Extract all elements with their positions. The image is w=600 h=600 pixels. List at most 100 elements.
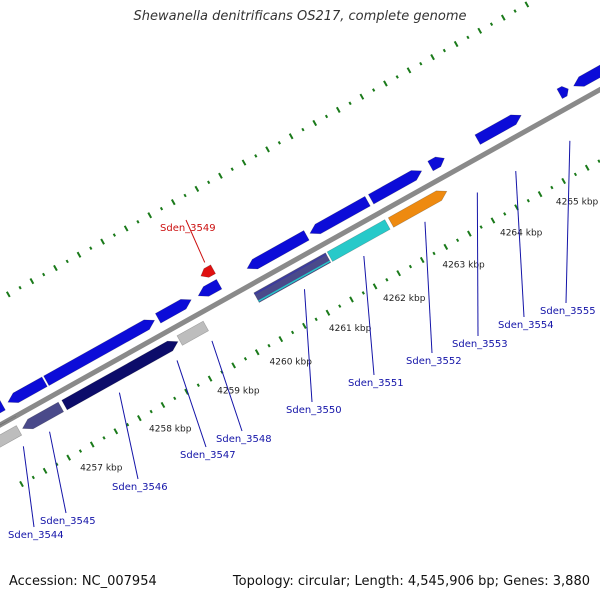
gene-arrow[interactable] [22, 401, 65, 430]
gene-label-sden-3553[interactable]: Sden_3553 [452, 339, 508, 350]
inner-tick-mark [443, 243, 449, 250]
accession-text: Accession: NC_007954 [9, 574, 157, 589]
leader-line [476, 192, 479, 337]
outer-tick-mark [489, 22, 494, 27]
gene-label-sden-3544[interactable]: Sden_3544 [8, 530, 64, 541]
outer-tick-mark [207, 180, 211, 185]
inner-tick-mark [243, 357, 248, 361]
inner-tick-mark [102, 436, 106, 440]
outer-tick-mark [123, 225, 129, 232]
outer-tick-mark [524, 1, 530, 8]
outer-tick-mark [29, 278, 35, 285]
gene-label-sden-3550[interactable]: Sden_3550 [286, 405, 342, 416]
inner-tick-mark [526, 198, 530, 203]
inner-tick-mark [113, 428, 119, 435]
outer-tick-mark [372, 88, 376, 92]
topology-text: Topology: circular; Length: 4,545,906 bp… [232, 574, 590, 589]
map-title: Shewanella denitrificans OS217, complete… [133, 9, 467, 24]
inner-tick-mark [419, 256, 425, 264]
gene-arrow[interactable] [573, 55, 600, 87]
outer-tick-mark [383, 80, 388, 87]
gene-label-sden-3547[interactable]: Sden_3547 [180, 450, 236, 461]
gene-arrow[interactable] [197, 278, 223, 297]
gene-arrow[interactable] [176, 320, 209, 346]
inner-tick-mark [254, 349, 260, 356]
leader-line [363, 255, 375, 376]
gene-label-sden-3552[interactable]: Sden_3552 [406, 356, 462, 367]
leader-line [185, 219, 206, 263]
inner-tick-mark [479, 225, 483, 229]
inner-tick-mark [537, 191, 543, 198]
scale-tick-label: 4262 kbp [383, 294, 426, 304]
outer-tick-mark [5, 291, 11, 298]
gene-label-sden-3548[interactable]: Sden_3548 [216, 434, 272, 445]
gene-arrow[interactable] [309, 195, 371, 235]
inner-tick-mark [125, 422, 130, 427]
gene-label-sden-3555[interactable]: Sden_3555 [540, 306, 596, 317]
outer-tick-mark [112, 233, 116, 237]
gene-label-sden-3546[interactable]: Sden_3546 [112, 482, 168, 493]
outer-tick-mark [230, 167, 234, 171]
inner-tick-mark [89, 441, 95, 448]
inner-tick-mark [31, 475, 35, 480]
inner-tick-mark [207, 375, 213, 382]
inner-tick-mark [173, 396, 177, 401]
gene-stripe [254, 253, 327, 295]
gene-arrow[interactable] [0, 399, 6, 421]
outer-tick-mark [183, 193, 187, 198]
leader-line [424, 221, 433, 354]
scale-tick-label: 4260 kbp [270, 357, 313, 367]
outer-tick-mark [53, 264, 58, 272]
inner-tick-mark [467, 230, 472, 237]
inner-tick-mark [267, 343, 271, 348]
outer-tick-mark [100, 238, 105, 245]
gene-arrow[interactable] [43, 319, 156, 386]
outer-tick-mark [170, 198, 176, 206]
outer-tick-mark [265, 146, 270, 153]
gene-arrow[interactable] [7, 376, 48, 403]
gene-label-sden-3551[interactable]: Sden_3551 [348, 378, 404, 389]
outer-tick-mark [218, 172, 223, 179]
gene-arrow[interactable] [0, 425, 23, 448]
inner-tick-mark [302, 322, 307, 330]
outer-tick-mark [65, 259, 69, 264]
inner-tick-mark [503, 212, 507, 216]
gene-arrow[interactable] [387, 190, 448, 228]
gene-label-sden-3545[interactable]: Sden_3545 [40, 516, 96, 527]
inner-tick-mark [149, 409, 153, 414]
inner-tick-mark [42, 467, 48, 474]
inner-tick-mark [196, 383, 200, 387]
gene-arrow[interactable] [367, 170, 423, 205]
gene-arrow[interactable] [61, 340, 179, 411]
gene-arrow[interactable] [326, 219, 391, 262]
gene-arrow[interactable] [556, 86, 569, 100]
outer-tick-mark [500, 14, 506, 21]
gene-arrow[interactable] [474, 114, 522, 145]
spacer[interactable] [0, 415, 17, 435]
leader-line [118, 392, 139, 480]
highlighted-gene-arrow[interactable] [200, 264, 216, 278]
outer-tick-mark [453, 40, 459, 48]
gene-arrow[interactable] [246, 230, 310, 270]
outer-tick-mark [312, 119, 318, 127]
outer-tick-mark [89, 246, 93, 251]
outer-tick-mark [395, 75, 399, 79]
inner-tick-mark [361, 291, 365, 295]
leader-line [565, 140, 571, 304]
inner-tick-mark [338, 304, 342, 308]
gene-arrow[interactable] [427, 156, 445, 172]
gene-arrow[interactable] [154, 299, 192, 324]
outer-tick-mark [136, 220, 140, 224]
outer-tick-mark [159, 206, 164, 211]
gene-label-sden-3554[interactable]: Sden_3554 [498, 320, 554, 331]
gene-arrow[interactable] [253, 252, 332, 303]
scale-tick-label: 4263 kbp [442, 261, 485, 271]
gene-label-sden-3549[interactable]: Sden_3549 [160, 223, 216, 234]
leader-line [22, 446, 35, 528]
outer-tick-mark [348, 101, 352, 106]
outer-tick-mark [359, 93, 365, 100]
inner-tick-mark [372, 283, 378, 290]
scale-tick-label: 4257 kbp [80, 463, 123, 473]
inner-tick-mark [290, 330, 295, 335]
